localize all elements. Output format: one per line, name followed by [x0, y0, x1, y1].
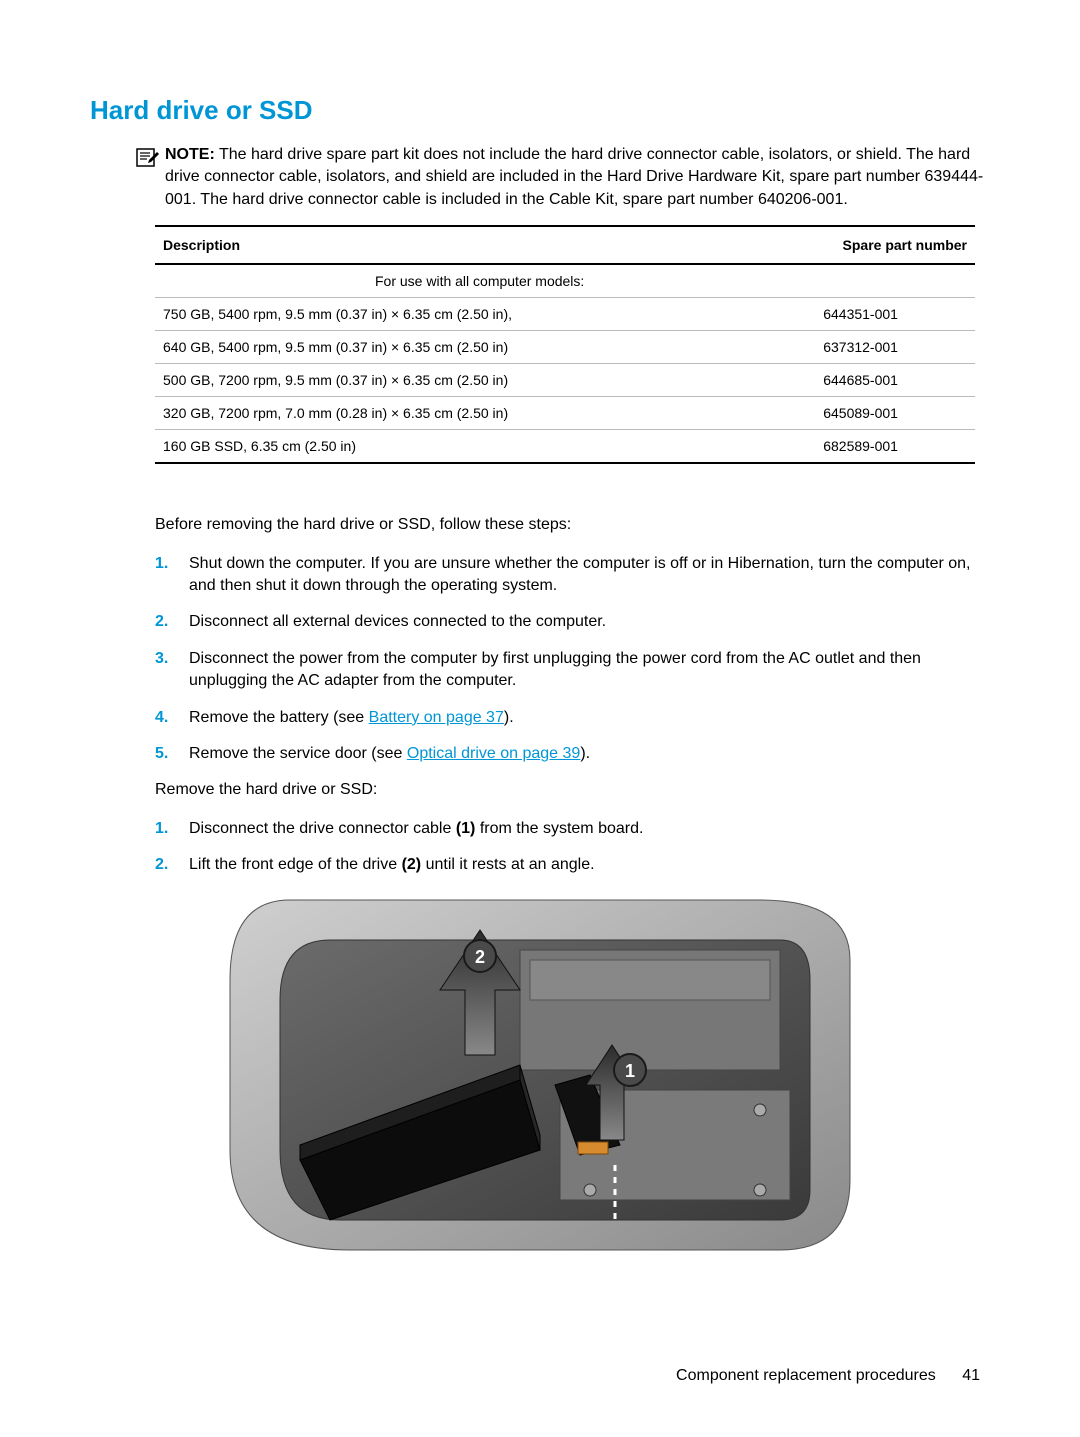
intro-remove: Remove the hard drive or SSD:	[155, 779, 985, 801]
step-callout-ref: (2)	[402, 856, 422, 873]
cell-pn: 644685-001	[603, 364, 975, 397]
step-item: 2. Lift the front edge of the drive (2) …	[155, 854, 985, 876]
step-item: 1. Shut down the computer. If you are un…	[155, 553, 985, 598]
footer-label: Component replacement procedures	[676, 1367, 936, 1384]
step-item: 1. Disconnect the drive connector cable …	[155, 818, 985, 840]
step-text: Lift the front edge of the drive (2) unt…	[189, 854, 985, 876]
step-number: 4.	[155, 707, 189, 729]
step-text: Remove the service door (see Optical dri…	[189, 743, 985, 765]
step-text: Disconnect all external devices connecte…	[189, 611, 985, 633]
step-pre: Remove the service door (see	[189, 745, 407, 762]
step-number: 1.	[155, 553, 189, 575]
step-number: 3.	[155, 648, 189, 670]
step-text: Remove the battery (see Battery on page …	[189, 707, 985, 729]
th-spare-part: Spare part number	[603, 226, 975, 264]
note-label: NOTE:	[165, 146, 215, 163]
cell-pn: 645089-001	[603, 397, 975, 430]
step-post: until it rests at an angle.	[421, 856, 594, 873]
note-body: NOTE: The hard drive spare part kit does…	[165, 144, 985, 211]
step-number: 2.	[155, 611, 189, 633]
step-item: 2. Disconnect all external devices conne…	[155, 611, 985, 633]
page-footer: Component replacement procedures 41	[676, 1367, 980, 1385]
note-text: The hard drive spare part kit does not i…	[165, 146, 983, 208]
cell-desc: 160 GB SSD, 6.35 cm (2.50 in)	[155, 430, 603, 464]
step-item: 5. Remove the service door (see Optical …	[155, 743, 985, 765]
table-row: 750 GB, 5400 rpm, 9.5 mm (0.37 in) × 6.3…	[155, 298, 975, 331]
step-pre: Disconnect the drive connector cable	[189, 820, 456, 837]
cell-desc: 640 GB, 5400 rpm, 9.5 mm (0.37 in) × 6.3…	[155, 331, 603, 364]
section-heading: Hard drive or SSD	[90, 95, 985, 126]
figure-hard-drive: 2 1	[220, 890, 985, 1265]
note-icon	[135, 146, 159, 170]
steps-prep: 1. Shut down the computer. If you are un…	[155, 553, 985, 766]
xref-optical-drive[interactable]: Optical drive on page 39	[407, 745, 580, 762]
table-subhead-row: For use with all computer models:	[155, 264, 975, 298]
intro-before-removing: Before removing the hard drive or SSD, f…	[155, 514, 985, 536]
table-subhead: For use with all computer models:	[155, 264, 975, 298]
cell-pn: 682589-001	[603, 430, 975, 464]
footer-page-number: 41	[962, 1367, 980, 1384]
cell-pn: 637312-001	[603, 331, 975, 364]
table-row: 320 GB, 7200 rpm, 7.0 mm (0.28 in) × 6.3…	[155, 397, 975, 430]
step-pre: Remove the battery (see	[189, 709, 369, 726]
cell-desc: 320 GB, 7200 rpm, 7.0 mm (0.28 in) × 6.3…	[155, 397, 603, 430]
th-description: Description	[155, 226, 603, 264]
note-block: NOTE: The hard drive spare part kit does…	[90, 144, 985, 211]
table-row: 640 GB, 5400 rpm, 9.5 mm (0.37 in) × 6.3…	[155, 331, 975, 364]
step-number: 5.	[155, 743, 189, 765]
table-row: 160 GB SSD, 6.35 cm (2.50 in) 682589-001	[155, 430, 975, 464]
steps-remove: 1. Disconnect the drive connector cable …	[155, 818, 985, 877]
step-number: 2.	[155, 854, 189, 876]
step-text: Disconnect the power from the computer b…	[189, 648, 985, 693]
table-row: 500 GB, 7200 rpm, 9.5 mm (0.37 in) × 6.3…	[155, 364, 975, 397]
step-item: 4. Remove the battery (see Battery on pa…	[155, 707, 985, 729]
cell-desc: 500 GB, 7200 rpm, 9.5 mm (0.37 in) × 6.3…	[155, 364, 603, 397]
step-post: ).	[580, 745, 590, 762]
step-post: from the system board.	[475, 820, 643, 837]
hard-drive-illustration: 2 1	[220, 890, 860, 1260]
cell-desc: 750 GB, 5400 rpm, 9.5 mm (0.37 in) × 6.3…	[155, 298, 603, 331]
step-text: Disconnect the drive connector cable (1)…	[189, 818, 985, 840]
table-header-row: Description Spare part number	[155, 226, 975, 264]
step-pre: Lift the front edge of the drive	[189, 856, 402, 873]
step-text: Shut down the computer. If you are unsur…	[189, 553, 985, 598]
step-item: 3. Disconnect the power from the compute…	[155, 648, 985, 693]
cell-pn: 644351-001	[603, 298, 975, 331]
step-post: ).	[504, 709, 514, 726]
step-number: 1.	[155, 818, 189, 840]
xref-battery[interactable]: Battery on page 37	[369, 709, 504, 726]
parts-table: Description Spare part number For use wi…	[155, 225, 975, 464]
callout-1: 1	[625, 1061, 635, 1081]
callout-2: 2	[475, 947, 485, 967]
step-callout-ref: (1)	[456, 820, 476, 837]
